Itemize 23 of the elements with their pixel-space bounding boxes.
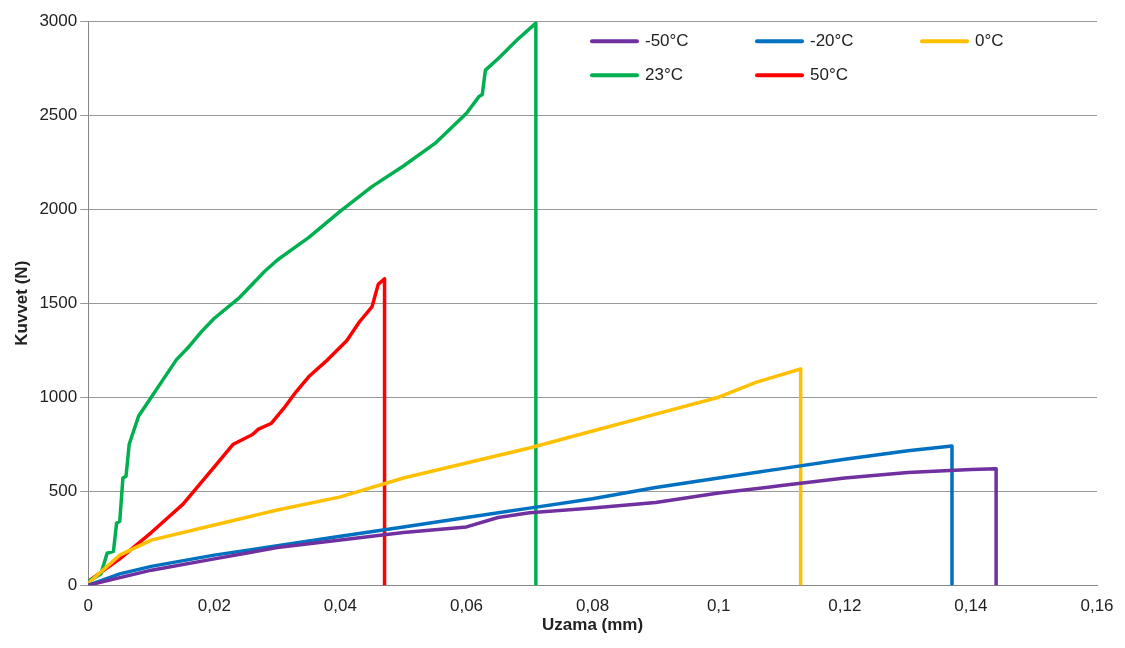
x-tick-label: 0,04 [323, 596, 357, 616]
legend-label: 0°C [975, 30, 1004, 50]
x-tick-label: 0,02 [197, 596, 231, 616]
x-tick-label: 0,1 [706, 596, 731, 616]
y-axis-title: Kuvvet (N) [11, 260, 31, 346]
y-tick-label: 3000 [39, 10, 78, 30]
x-tick-label: 0,08 [576, 596, 610, 616]
x-tick-label: 0,06 [449, 596, 484, 616]
x-tick-label: 0,16 [1080, 596, 1114, 616]
legend-label: -20°C [810, 30, 854, 50]
y-tick-label: 1000 [39, 386, 78, 406]
x-axis-title: Uzama (mm) [542, 615, 644, 635]
legend-label: 23°C [645, 64, 683, 84]
x-tick-label: 0,12 [828, 596, 862, 616]
legend-label: -50°C [645, 30, 689, 50]
y-tick-label: 2000 [39, 198, 78, 218]
y-tick-label: 0 [67, 574, 78, 594]
y-tick-label: 1500 [39, 292, 78, 312]
legend-label: 50°C [810, 64, 848, 84]
x-tick-label: 0 [83, 596, 93, 616]
y-tick-label: 2500 [39, 104, 78, 124]
x-tick-label: 0,14 [954, 596, 988, 616]
y-tick-label: 500 [48, 480, 78, 500]
